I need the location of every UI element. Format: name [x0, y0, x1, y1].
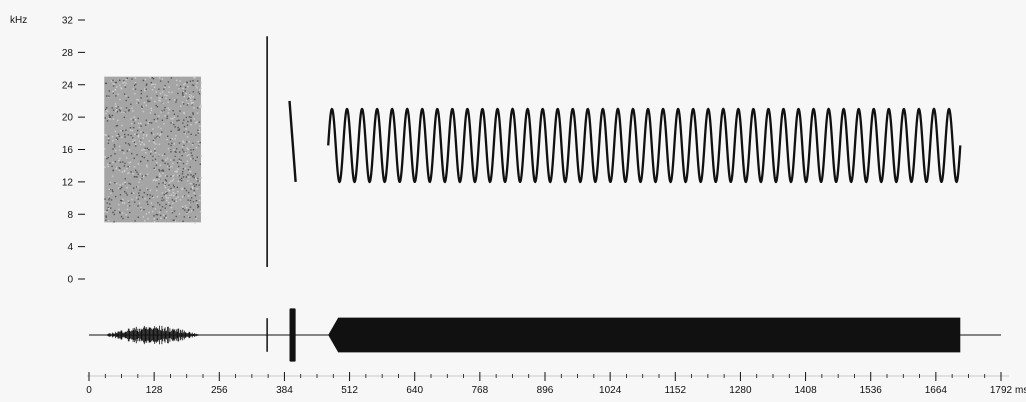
waveform-pulse-segment [289, 308, 296, 362]
x-tick-label: 768 [472, 385, 489, 396]
y-tick-label: 32 [62, 16, 74, 27]
noise-burst-texture [104, 76, 202, 224]
y-unit-label: kHz [10, 15, 27, 26]
x-tick-label: 1536 [860, 385, 883, 396]
x-tick-label: 640 [406, 385, 423, 396]
downsweep-trace [288, 100, 297, 182]
time-axis: 0 128 256 384 512 640 768 896 1024 1152 1280 1408 15… [86, 372, 1013, 396]
x-tick-label: 896 [537, 385, 554, 396]
spectrogram-panel [104, 36, 962, 267]
y-tick-label: 4 [67, 242, 73, 253]
y-tick-label: 28 [62, 48, 74, 59]
x-tick-label: 128 [146, 385, 163, 396]
x-tick-label: 0 [86, 385, 92, 396]
x-tick-label: 1408 [794, 385, 817, 396]
y-tick-label: 20 [62, 113, 74, 124]
fm-tone-trace [327, 107, 962, 184]
y-tick-label: 0 [67, 275, 73, 286]
x-unit-label: ms [1015, 385, 1026, 396]
x-tick-label: 1280 [729, 385, 752, 396]
y-tick-label: 16 [62, 145, 74, 156]
x-tick-label: 256 [211, 385, 228, 396]
y-tick-label: 24 [62, 80, 74, 91]
y-tick-label: 12 [62, 177, 74, 188]
x-tick-label: 1152 [665, 385, 687, 396]
x-tick-label: 1664 [925, 385, 948, 396]
x-tick-label: 384 [276, 385, 293, 396]
x-tick-label: 1024 [599, 385, 622, 396]
x-tick-label: 1792 [990, 385, 1013, 396]
x-tick-label: 512 [341, 385, 358, 396]
waveform-panel [89, 308, 1001, 362]
noise-burst-band [104, 76, 201, 223]
waveform-tone-segment [328, 317, 961, 353]
waveform-noise-segment [104, 325, 201, 345]
y-tick-label: 8 [67, 210, 73, 221]
frequency-axis: 0 4 8 12 16 20 24 28 32 [62, 16, 85, 286]
